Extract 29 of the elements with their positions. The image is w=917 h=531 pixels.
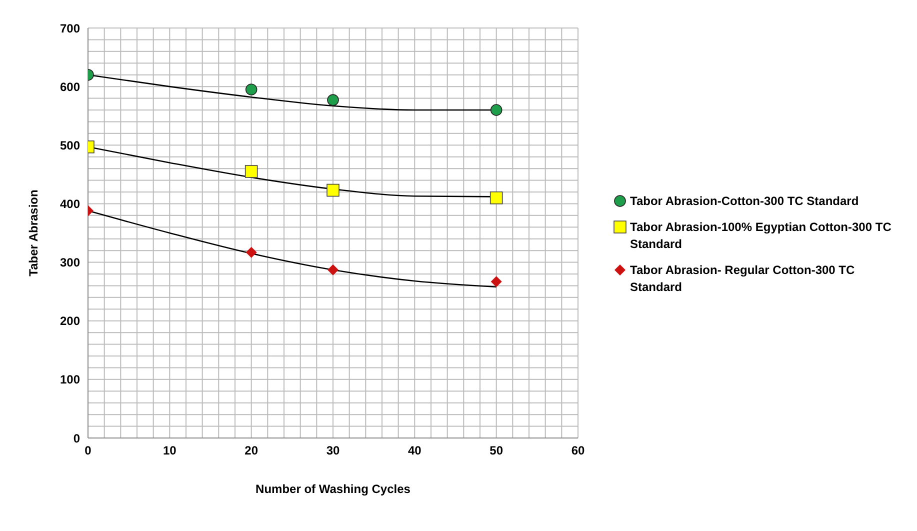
point xyxy=(246,246,257,258)
point xyxy=(490,104,502,116)
x-tick-label: 60 xyxy=(571,444,585,458)
y-tick-label: 400 xyxy=(60,196,80,211)
y-tick-label: 500 xyxy=(60,138,80,152)
x-tick-label: 30 xyxy=(326,444,340,458)
x-axis-title: Number of Washing Cycles xyxy=(256,482,411,496)
point xyxy=(328,264,338,276)
point xyxy=(326,184,340,197)
legend-label: Tabor Abrasion-Cotton-300 TC Standard xyxy=(630,193,859,210)
x-tick-label: 20 xyxy=(244,444,258,458)
x-tick-label: 40 xyxy=(408,444,422,458)
point xyxy=(490,191,503,204)
x-tick-label: 50 xyxy=(490,444,504,458)
point xyxy=(490,276,502,288)
x-tick-label: 10 xyxy=(162,444,177,458)
y-tick-label: 200 xyxy=(60,314,80,328)
legend-label: Tabor Abrasion- Regular Cotton-300 TC Standard xyxy=(630,262,856,296)
y-tick-label: 300 xyxy=(60,256,80,270)
x-tick-label: 0 xyxy=(84,444,92,458)
point xyxy=(327,94,339,106)
point xyxy=(245,84,258,96)
point xyxy=(244,165,258,178)
y-tick-label: 700 xyxy=(60,21,80,36)
y-axis-title: Taber Abrasion xyxy=(26,190,40,276)
y-tick-label: 600 xyxy=(60,80,80,94)
legend-label: Tabor Abrasion-100% Egyptian Cotton-300 TC Standard xyxy=(630,219,892,253)
y-tick-label: 100 xyxy=(60,372,80,387)
y-tick-label: 0 xyxy=(73,431,80,446)
